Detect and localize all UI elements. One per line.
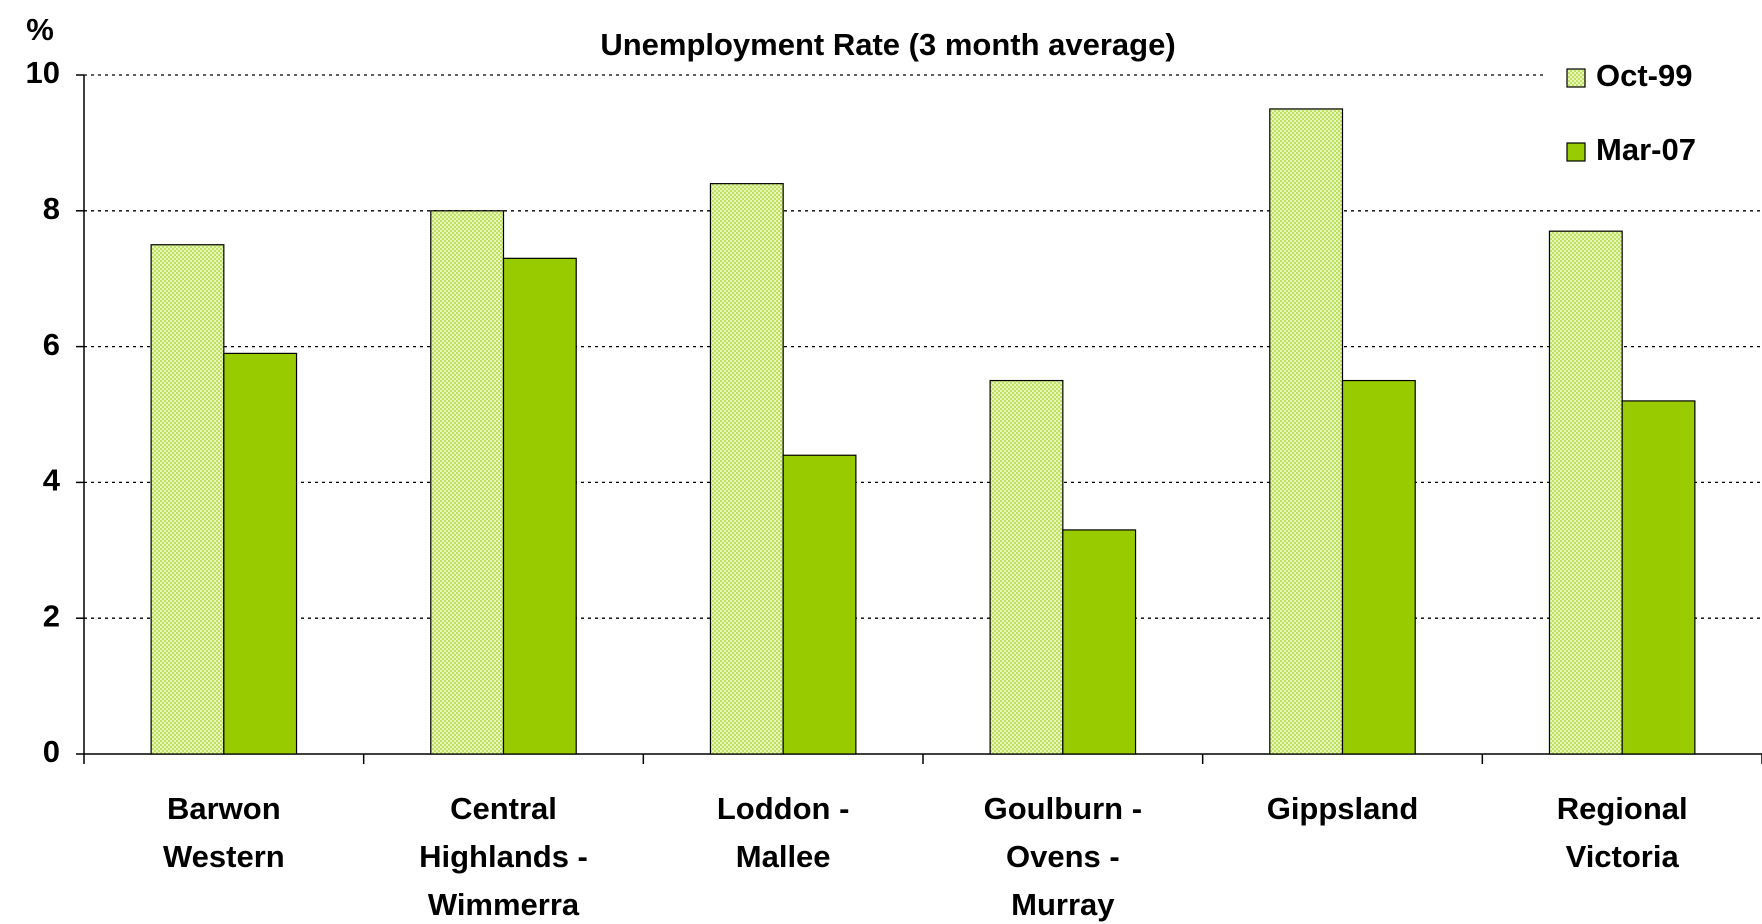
bar xyxy=(782,454,857,755)
x-tick-label: Mallee xyxy=(736,839,831,874)
y-tick-label: 0 xyxy=(43,734,60,769)
x-tick-label: Barwon xyxy=(167,791,281,826)
bar xyxy=(709,183,784,755)
x-tick-label: Wimmerra xyxy=(428,887,580,922)
bar xyxy=(150,244,225,755)
x-tick-label: Gippsland xyxy=(1267,791,1419,826)
bar xyxy=(1621,400,1696,755)
y-axis-label: % xyxy=(26,12,54,47)
y-tick-label: 4 xyxy=(43,463,61,498)
x-tick-label: Victoria xyxy=(1566,839,1680,874)
y-tick-label: 10 xyxy=(26,55,60,90)
bar xyxy=(1548,230,1623,755)
x-tick-label: Ovens - xyxy=(1006,839,1120,874)
chart-title: Unemployment Rate (3 month average) xyxy=(600,27,1175,62)
x-tick-label: Loddon - xyxy=(717,791,850,826)
legend-swatch xyxy=(1566,142,1586,162)
x-tick-label: Regional xyxy=(1557,791,1688,826)
y-tick-label: 6 xyxy=(43,327,60,362)
bar xyxy=(1341,379,1416,755)
bar xyxy=(430,210,505,755)
x-tick-label: Murray xyxy=(1011,887,1115,922)
legend-label: Oct-99 xyxy=(1596,58,1692,93)
bar xyxy=(223,352,298,755)
bar xyxy=(989,379,1064,755)
x-tick-label: Western xyxy=(163,839,285,874)
legend-label: Mar-07 xyxy=(1596,132,1696,167)
x-tick-label: Goulburn - xyxy=(984,791,1142,826)
x-tick-label: Highlands - xyxy=(419,839,588,874)
bar xyxy=(502,257,577,755)
y-tick-label: 8 xyxy=(43,191,60,226)
y-tick-label: 2 xyxy=(43,598,60,633)
bar xyxy=(1062,529,1137,755)
bar xyxy=(1269,108,1344,755)
x-tick-label: Central xyxy=(450,791,557,826)
legend-swatch xyxy=(1566,68,1586,88)
